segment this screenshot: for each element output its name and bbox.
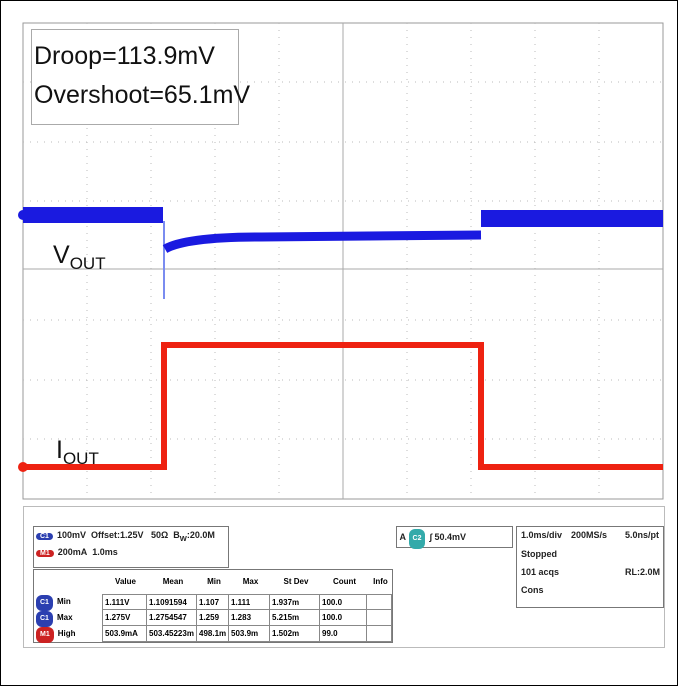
badge: C1 (36, 533, 53, 540)
tb-pt: 5.0ns/pt (625, 530, 660, 540)
row-label: M1 High (34, 626, 102, 643)
table-cell: 503.9mA (102, 626, 147, 642)
table-cell: 1.275V (102, 610, 147, 626)
badge: M1 (36, 549, 54, 557)
tb-rate: 200MS/s (571, 530, 608, 540)
bw: B (173, 530, 180, 540)
table-cell: 1.283 (229, 610, 270, 626)
col-header: Min (207, 577, 221, 586)
trigger-level: 50.4mV (434, 532, 466, 542)
table-cell (367, 626, 392, 642)
table-cell: 503.9m (229, 626, 270, 642)
badge: C1 (36, 611, 53, 627)
table-cell: 1.1091594 (147, 594, 197, 610)
bw-rest: :20.0M (186, 530, 215, 540)
droop: Droop=113.9mV (34, 42, 215, 70)
trigger-box: A C2 ∫ 50.4mV (396, 526, 513, 549)
col-header: Info (373, 577, 388, 586)
measurement-table: Value Mean Min Max St Dev Count Info C1 Min 1.111… (33, 569, 393, 643)
vout-trace (23, 207, 163, 223)
scope-screen (18, 22, 664, 500)
table-cell: 100.0 (320, 594, 367, 610)
scale: 200mA (57, 546, 88, 557)
row-name: Min (56, 597, 71, 606)
bw-sub: W (179, 533, 187, 543)
impedance: 50Ω (151, 530, 169, 540)
label-sub: OUT (62, 449, 99, 468)
vout-trace (481, 210, 663, 227)
grid (23, 23, 663, 499)
table-cell: 1.107 (197, 594, 229, 610)
table-cell: 99.0 (320, 626, 367, 642)
table-cell: 100.0 (320, 610, 367, 626)
tb-rl: RL:2.0M (625, 567, 661, 577)
table-cell: 1.502m (270, 626, 320, 642)
row-name: Max (56, 613, 73, 622)
table-cell: 498.1m (197, 626, 229, 642)
badge: M1 (36, 627, 54, 643)
table-cell: 1.111 (229, 594, 270, 610)
channel-box: C1 100mV Offset:1.25V 50Ω BW:20.0M M1 200m… (33, 526, 229, 568)
ch-marker (18, 462, 28, 472)
iout-trace (23, 342, 663, 470)
table-cell: 1.259 (197, 610, 229, 626)
table-cell: 1.937m (270, 594, 320, 610)
row-label: C1 Max (34, 610, 102, 627)
table-cell (367, 610, 392, 626)
overshoot: Overshoot=65.1mV (34, 81, 251, 109)
col-header: Value (115, 577, 136, 586)
badge: C2 (408, 529, 426, 549)
col-header: St Dev (283, 577, 309, 586)
trigger-source: A (399, 532, 407, 542)
table-cell: 503.45223m (147, 626, 197, 642)
row-label: C1 Min (34, 594, 102, 611)
vout-label: VOUT (53, 241, 106, 274)
vout-trace (162, 230, 482, 254)
tb-div: 1.0ms/div (521, 530, 563, 540)
table-cell: 1.111V (102, 594, 147, 610)
iout-label: IOUT (56, 436, 99, 469)
label-main: I (56, 436, 63, 464)
label-main: V (53, 241, 70, 269)
label-sub: OUT (69, 254, 106, 273)
annotation-box: Droop=113.9mV Overshoot=65.1mV (31, 29, 251, 125)
timebase-box: 1.0ms/div 200MS/s 5.0ns/pt Stopped 101 a… (516, 526, 664, 608)
badge: C1 (36, 595, 53, 611)
table-cell: 5.215m (270, 610, 320, 626)
offset: Offset:1.25V (91, 530, 144, 540)
col-header: Mean (162, 577, 184, 586)
col-header: Max (242, 577, 259, 586)
tb-acqs: 101 acqs (521, 567, 560, 577)
ch-marker (18, 210, 28, 220)
col-header: Count (332, 577, 357, 586)
tb-state: Stopped (521, 549, 557, 559)
table-cell: 1.2754547 (147, 610, 197, 626)
table-cell (367, 594, 392, 610)
scale: 100mV (56, 530, 86, 540)
tb-mode: Cons (521, 585, 544, 595)
row-name: High (57, 629, 76, 638)
time: 1.0ms (92, 546, 118, 557)
